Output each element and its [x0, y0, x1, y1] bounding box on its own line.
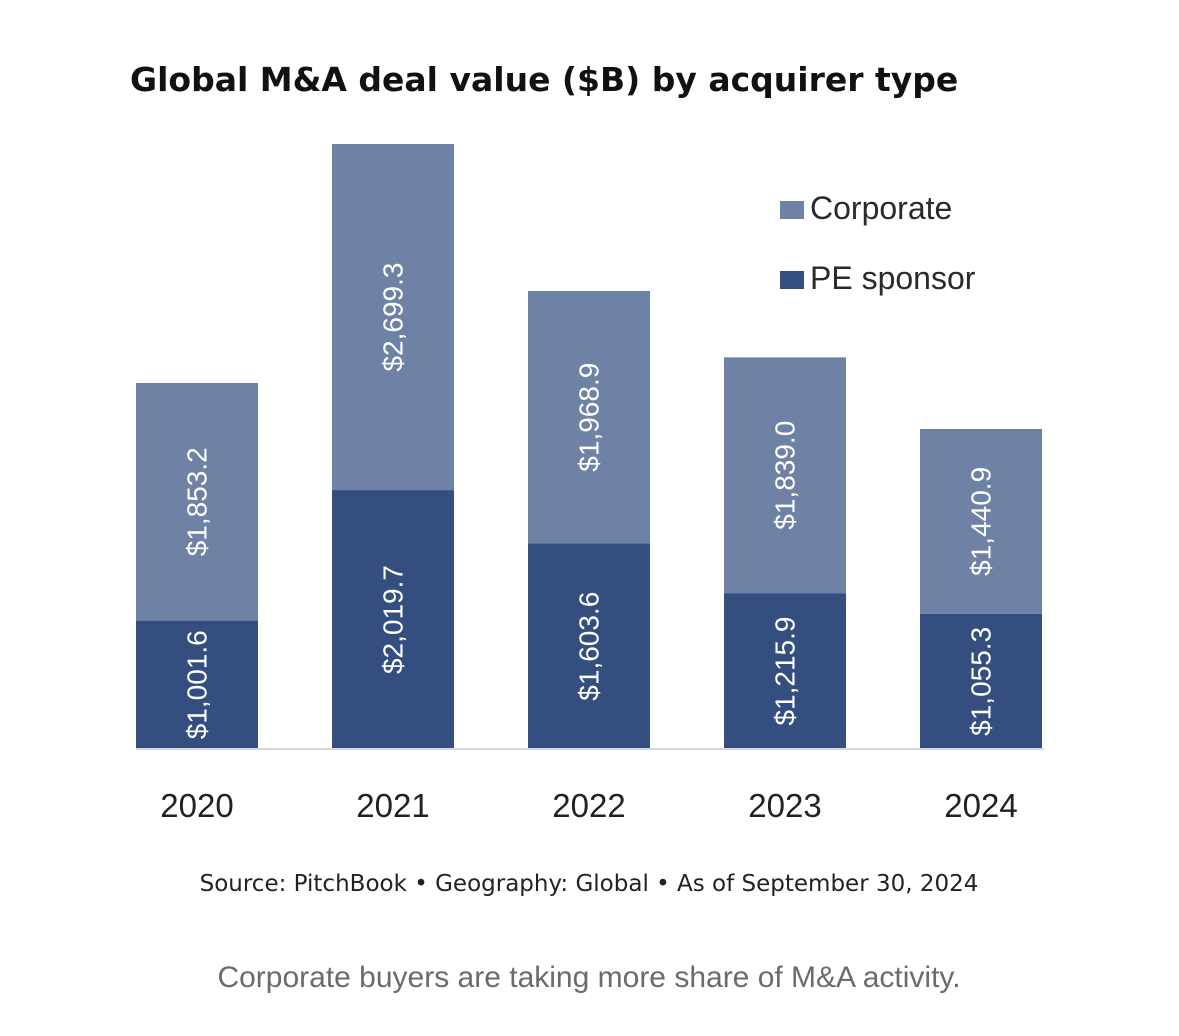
x-tick-2023: 2023 [748, 787, 821, 824]
legend-swatch-pe-sponsor [780, 271, 804, 289]
source-note: Source: PitchBook • Geography: Global • … [200, 871, 979, 897]
legend-label-corporate: Corporate [810, 190, 952, 226]
data-label-pe-sponsor-2023: $1,215.9 [770, 617, 801, 726]
bar-pe-sponsor-2022 [528, 543, 650, 749]
legend: Corporate PE sponsor [780, 190, 976, 296]
data-label-pe-sponsor-2020: $1,001.6 [182, 630, 213, 739]
chart-title: Global M&A deal value ($B) by acquirer t… [130, 60, 958, 99]
data-label-pe-sponsor-2021: $2,019.7 [378, 565, 409, 674]
caption: Corporate buyers are taking more share o… [217, 961, 960, 994]
data-label-corporate-2021: $2,699.3 [378, 263, 409, 372]
bars-layer: $1,001.6 $1,853.2 $2,019.7 $2,699.3 $1,603.6… [136, 144, 1042, 749]
bar-pe-sponsor-2021 [332, 490, 454, 749]
bar-pe-sponsor-2023 [724, 593, 846, 749]
data-label-corporate-2022: $1,968.9 [574, 363, 605, 472]
x-axis-ticks: 2020 2021 2022 2023 2024 [160, 787, 1017, 824]
bar-pe-sponsor-2020 [136, 620, 258, 749]
data-label-corporate-2024: $1,440.9 [966, 467, 997, 576]
bar-corporate-2022 [528, 290, 650, 544]
x-tick-2022: 2022 [552, 787, 625, 824]
bar-corporate-2024 [920, 428, 1042, 614]
bar-pe-sponsor-2024 [920, 613, 1042, 749]
legend-swatch-corporate [780, 201, 804, 219]
bar-corporate-2023 [724, 357, 846, 594]
legend-label-pe-sponsor: PE sponsor [810, 260, 976, 296]
bar-corporate-2021 [332, 144, 454, 491]
x-tick-2021: 2021 [356, 787, 429, 824]
data-label-pe-sponsor-2024: $1,055.3 [966, 627, 997, 736]
x-tick-2024: 2024 [944, 787, 1017, 824]
data-label-corporate-2023: $1,839.0 [770, 421, 801, 530]
data-label-pe-sponsor-2022: $1,603.6 [574, 592, 605, 701]
x-tick-2020: 2020 [160, 787, 233, 824]
data-label-corporate-2020: $1,853.2 [182, 447, 213, 556]
bar-corporate-2020 [136, 383, 258, 621]
